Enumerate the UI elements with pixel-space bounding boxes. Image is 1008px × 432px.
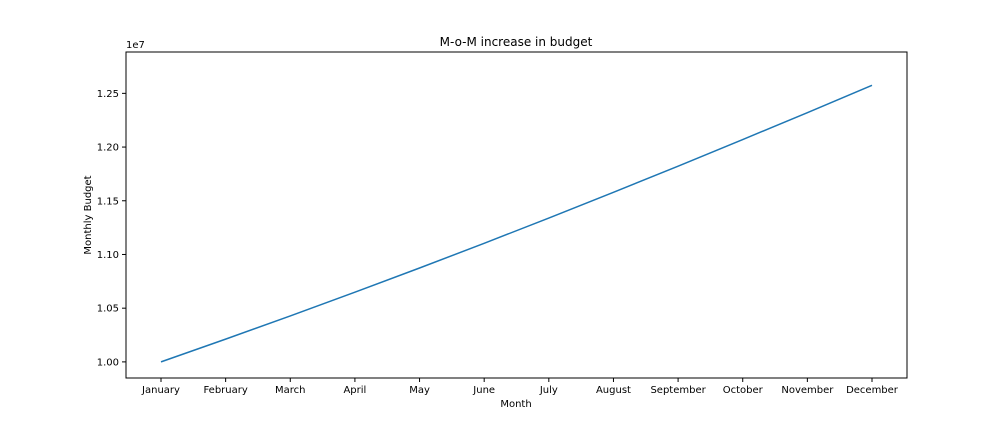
- y-tick-label: 1.25: [97, 89, 119, 100]
- x-tick-label: June: [472, 385, 495, 396]
- y-axis: 1.00 1.05 1.10 1.15 1.20 1.25: [97, 89, 126, 368]
- y-tick-label: 1.20: [97, 143, 119, 154]
- series-line: [160, 84, 873, 363]
- x-tick-label: March: [275, 385, 305, 396]
- plot-frame: [125, 51, 908, 379]
- x-tick-label: February: [203, 385, 247, 396]
- x-tick-label: May: [409, 385, 430, 396]
- y-tick-label: 1.00: [97, 357, 119, 368]
- y-offset-label: 1e7: [126, 40, 145, 51]
- y-tick-label: 1.10: [97, 250, 119, 261]
- x-tick-label: April: [343, 385, 366, 396]
- x-tick-label: January: [141, 385, 180, 396]
- x-axis: January February March April May June July Augu…: [141, 378, 899, 396]
- x-tick-label: July: [539, 385, 558, 396]
- x-tick-label: September: [650, 385, 706, 396]
- x-tick-label: December: [846, 385, 899, 396]
- x-tick-label: November: [781, 385, 834, 396]
- x-tick-label: August: [596, 385, 631, 396]
- chart-title: M-o-M increase in budget: [440, 35, 593, 49]
- x-axis-label: Month: [500, 399, 531, 410]
- y-tick-label: 1.05: [97, 304, 119, 315]
- y-axis-label: Monthly Budget: [83, 175, 94, 254]
- y-tick-label: 1.15: [97, 196, 119, 207]
- x-tick-label: October: [723, 385, 764, 396]
